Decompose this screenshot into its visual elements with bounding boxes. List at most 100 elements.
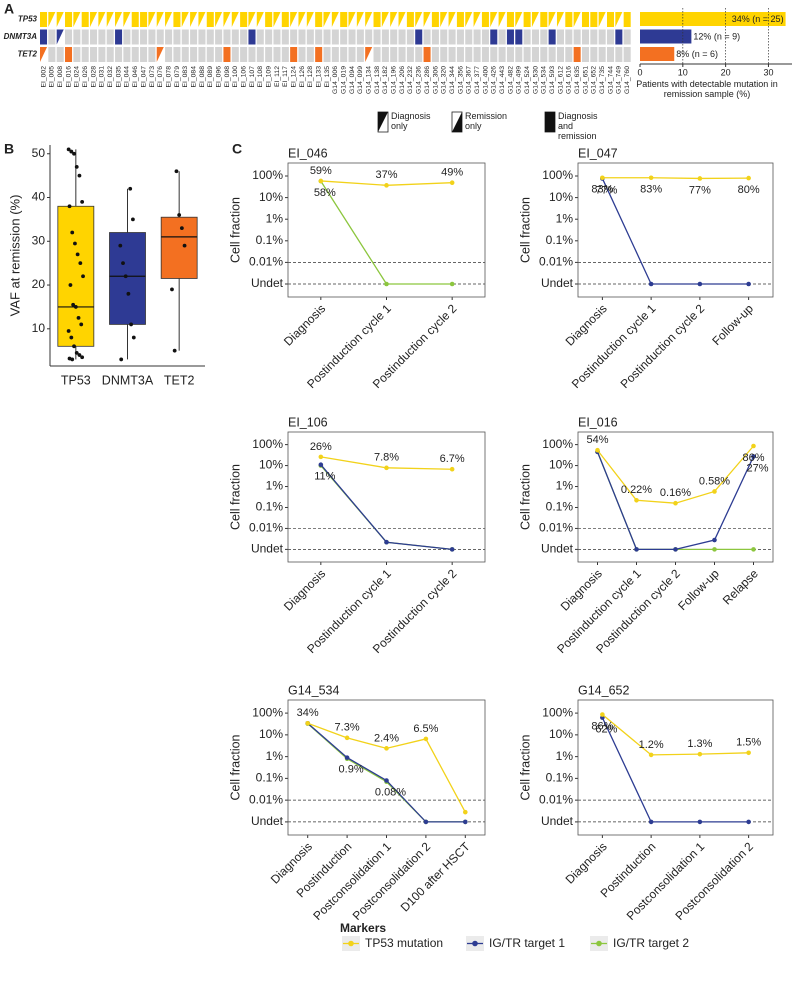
data-point [68,283,73,287]
y-tick-label: 100% [252,705,283,719]
cell-background [548,47,556,62]
mutation-cell [215,12,223,27]
cell-background [298,29,306,45]
mutation-cell [40,29,48,45]
sample-label: G14_019 [341,66,348,94]
chart-title: G14_652 [578,683,629,697]
data-label: 54% [586,434,608,446]
sample-label: G14_652 [591,66,598,94]
y-axis-title: Cell fraction [518,464,532,530]
data-point [77,173,82,178]
y-tick-label: 100% [542,168,573,182]
y-axis-title: Cell fraction [518,197,532,263]
data-point [384,539,389,545]
cell-background [573,12,581,27]
legend-key-point [472,940,478,947]
data-point [72,344,76,349]
data-point [131,335,136,340]
cell-background [615,47,623,62]
data-point [73,305,78,309]
cell-background [398,47,406,62]
mutation-cell [390,12,398,27]
mutation-cell [315,12,323,27]
sample-label: G14_138 [374,66,381,94]
x-tick-label: DNMT3A [102,373,154,387]
legend-key-point [596,940,602,947]
sample-label: G14_593 [549,66,556,94]
cell-background [556,29,564,45]
series-line [320,464,453,551]
x-tick-label: 30 [763,67,773,77]
chart-title: EI_047 [578,146,618,160]
mutation-cell [398,12,406,27]
data-point [118,243,123,248]
data-label: 0.08% [375,786,406,798]
mutation-cell [240,12,248,27]
mutation-cell [331,12,339,27]
x-tick-label: Diagnosis [563,839,610,886]
cell-background [398,29,406,45]
mutation-cell [156,47,164,62]
legend-icon [378,112,388,132]
data-point [634,547,639,552]
data-point [746,750,751,756]
sample-label: G14_232 [407,66,414,94]
cell-background [431,47,439,62]
panel-label: B [4,141,14,157]
data-point [119,357,124,362]
mutation-cell [323,12,331,27]
mutation-cell [365,12,373,27]
sample-label: EI_024 [74,66,81,88]
mutation-cell [515,12,523,27]
mutation-cell [598,12,606,27]
cell-background [606,29,615,45]
cell-background [281,29,289,45]
sample-label: G14_744 [607,66,614,94]
data-point [712,547,717,552]
mutation-cell [490,12,498,27]
mutation-cell [281,12,289,27]
y-tick-label: 0.01% [249,255,283,269]
data-point [697,751,703,757]
cell-background [181,29,189,45]
x-axis-title: Patients with detectable mutation in rem… [636,79,778,99]
mutation-cell [573,47,581,62]
cell-background [156,29,164,45]
sample-label: G14_612 [557,66,564,94]
data-point [648,281,654,287]
data-point [449,180,455,185]
x-tick-label: TP53 [61,373,91,387]
mutation-cell [290,47,298,62]
data-point [697,176,703,181]
data-point [648,752,654,758]
cell-background [356,29,364,45]
cell-background [390,29,398,45]
chart-title: EI_106 [288,415,328,429]
y-axis-title: VAF at remission (%) [7,195,22,317]
sample-label: G14_134 [366,66,373,94]
cell-background [298,47,306,62]
cell-background [231,47,239,62]
y-tick-label: 10% [549,190,573,204]
sample-label: G14_749 [616,66,623,94]
y-axis-title: Cell fraction [228,197,242,263]
data-point [384,778,389,783]
sample-label: G14_482 [507,66,514,94]
cell-background [148,29,156,45]
mutation-cell [523,12,531,27]
cell-background [523,29,531,45]
mutation-cell [348,12,356,27]
sample-label: EI_100 [232,66,239,88]
data-point [174,169,179,174]
mutation-cell [623,12,631,27]
cell-background [290,29,298,45]
data-point [318,454,324,460]
y-tick-label: 0.1% [256,233,284,247]
cell-background [323,47,331,62]
data-point [318,178,324,184]
data-point [600,712,605,717]
mutation-cell [248,29,256,45]
sample-label: EI_108 [257,66,264,88]
data-point [697,819,703,825]
